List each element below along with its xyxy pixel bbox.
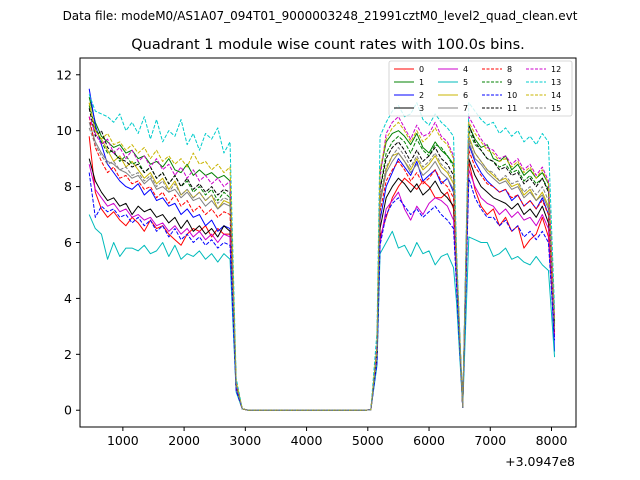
legend-box — [388, 60, 573, 117]
y-tick-label: 2 — [64, 347, 72, 362]
y-tick-label: 12 — [56, 67, 72, 82]
legend-label-2: 2 — [419, 91, 424, 100]
series-line-15 — [88, 127, 556, 411]
figure-suptitle: Data file: modeM0/AS1A07_094T01_90000032… — [63, 9, 578, 23]
y-axis: 0 2 4 6 8 10 12 — [56, 67, 80, 418]
x-offset-label: +3.0947e8 — [505, 454, 575, 469]
legend-label-9: 9 — [507, 78, 512, 87]
legend-label-14: 14 — [551, 91, 561, 100]
legend-label-10: 10 — [507, 91, 517, 100]
x-tick-label: 3000 — [229, 433, 261, 448]
legend-label-15: 15 — [551, 104, 561, 113]
y-tick-label: 0 — [64, 403, 72, 418]
x-tick-label: 6000 — [413, 433, 445, 448]
x-tick-label: 8000 — [536, 433, 568, 448]
x-tick-label: 4000 — [291, 433, 323, 448]
legend-label-13: 13 — [551, 78, 561, 87]
legend-label-5: 5 — [463, 78, 468, 87]
y-tick-label: 8 — [64, 179, 72, 194]
y-tick-label: 6 — [64, 235, 72, 250]
legend-label-4: 4 — [463, 65, 468, 74]
legend-label-12: 12 — [551, 65, 561, 74]
x-tick-label: 5000 — [352, 433, 384, 448]
x-tick-label: 7000 — [474, 433, 506, 448]
legend-label-8: 8 — [507, 65, 512, 74]
series-layer — [88, 88, 556, 411]
series-line-13 — [88, 94, 556, 411]
y-tick-label: 10 — [56, 123, 72, 138]
x-axis: 1000 2000 3000 4000 5000 6000 7000 8000 — [107, 427, 568, 448]
x-tick-label: 2000 — [168, 433, 200, 448]
series-line-10 — [88, 172, 556, 411]
legend-label-1: 1 — [419, 78, 424, 87]
legend-label-3: 3 — [419, 104, 424, 113]
y-tick-label: 4 — [64, 291, 72, 306]
legend-label-0: 0 — [419, 65, 424, 74]
series-line-11 — [88, 108, 556, 411]
series-line-12 — [88, 116, 556, 411]
legend-label-11: 11 — [507, 104, 517, 113]
legend-label-6: 6 — [463, 91, 468, 100]
x-tick-label: 1000 — [107, 433, 139, 448]
chart-title: Quadrant 1 module wise count rates with … — [131, 37, 525, 53]
legend-label-7: 7 — [463, 104, 468, 113]
